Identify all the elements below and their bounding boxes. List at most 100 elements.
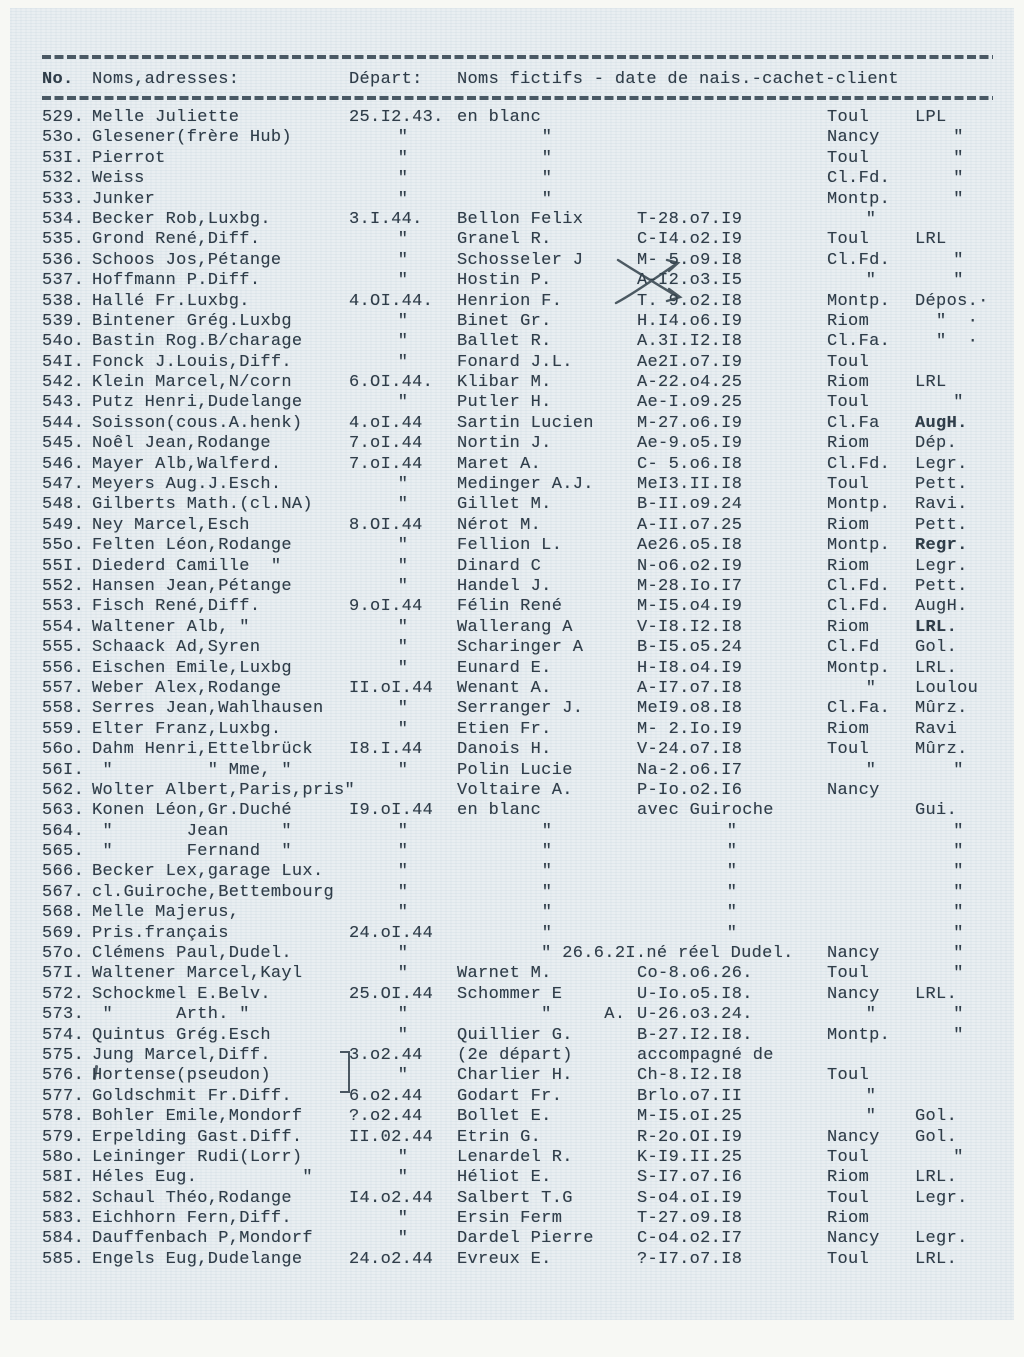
cell-depart: " <box>397 576 409 596</box>
cell-nom-adresse: Fonck J.Louis,Diff. <box>92 352 292 372</box>
cell-no: 552. <box>42 576 85 596</box>
cell-nom-fictif: Fonard J.L. <box>457 352 573 372</box>
cell-no: 538. <box>42 291 85 311</box>
cell-cachet: Cl.Fa <box>827 413 880 433</box>
cell-date-naissance: N-o6.o2.I9 <box>637 556 743 576</box>
table-header: No. Noms,adresses: Départ: Noms fictifs … <box>42 70 1002 90</box>
cell-cachet: " <box>865 678 877 698</box>
cell-depart: II.02.44 <box>349 1127 434 1147</box>
cell-no: 553. <box>42 597 85 617</box>
cell-depart: " <box>397 1005 409 1025</box>
cell-date-naissance: C-I4.o2.I9 <box>637 230 743 250</box>
cell-client: " <box>953 189 964 209</box>
cell-client: Gui. <box>915 801 958 821</box>
x-mark-annotation <box>614 258 683 305</box>
cell-no: 583. <box>42 1209 85 1229</box>
cell-nom-fictif: Nérot M. <box>457 515 542 535</box>
table-row: 575. Jung Marcel,Diff. 3.o2.44 (2e dépar… <box>42 1046 1002 1066</box>
cell-nom-adresse: Dahm Henri,Ettelbrück <box>92 740 313 760</box>
cell-no: 559. <box>42 719 85 739</box>
cell-depart: " <box>397 271 409 291</box>
cell-cachet: Nancy <box>827 128 880 148</box>
cell-nom-adresse: Becker Lex,garage Lux. <box>92 862 324 882</box>
cell-nom-fictif: Medinger A.J. <box>457 475 594 495</box>
cell-client <box>915 1066 1002 1086</box>
cell-nom-fictif: " <box>541 148 553 168</box>
cell-nom-fictif: Henrion F. <box>457 291 563 311</box>
cell-depart: 25.I2.43. <box>349 108 444 127</box>
cell-nom-fictif: Maret A. <box>457 454 542 474</box>
cell-nom-fictif: Bellon Felix <box>457 209 584 229</box>
cell-depart: " <box>397 1066 409 1086</box>
cell-depart: 3.o2.44 <box>349 1045 423 1065</box>
cell-nom-adresse: Weiss <box>92 169 145 189</box>
cell-date-naissance: H.I4.o6.I9 <box>637 311 743 331</box>
cell-nom-adresse: Wolter Albert,Paris,pris" <box>92 780 356 800</box>
cell-depart: 7.oI.44 <box>349 434 423 454</box>
cell-nom-fictif: Evreux E. <box>457 1249 552 1269</box>
cell-no: 543. <box>42 393 85 413</box>
cell-nom-adresse: Dauffenbach P,Mondorf <box>92 1229 313 1249</box>
table-row: 566. Becker Lex,garage Lux. " " " " <box>42 862 1002 882</box>
cell-cachet: Cl.Fd. <box>827 597 891 617</box>
cell-no: 574. <box>42 1025 85 1045</box>
cell-client: Legr. <box>915 1188 968 1208</box>
cell-no: 573. <box>42 1005 85 1025</box>
cell-date-naissance: C- 5.o6.I8 <box>637 454 743 474</box>
cell-nom-fictif: " <box>541 882 553 902</box>
cell-cachet: Cl.Fa. <box>827 699 891 719</box>
cell-nom-fictif: " A. <box>457 1005 626 1025</box>
cell-date-naissance: H-I8.o4.I9 <box>637 658 743 678</box>
cell-depart: " <box>397 332 409 352</box>
table-row: 543. Putz Henri,Dudelange " Putler H. Ae… <box>42 393 1002 413</box>
cell-nom-adresse: Junker <box>92 189 156 209</box>
cell-date-naissance: avec Guiroche <box>637 801 774 821</box>
cell-depart: " <box>397 862 409 882</box>
table-row: 536. Schoos Jos,Pétange " Schosseler J M… <box>42 251 1002 271</box>
table-row: 577. Goldschmit Fr.Diff. 6.o2.44 Godart … <box>42 1087 1002 1107</box>
cell-date-naissance: Brlo.o7.II <box>637 1086 743 1106</box>
cell-nom-adresse: Bohler Emile,Mondorf <box>92 1107 303 1127</box>
header-fictif-date-cachet-client: Noms fictifs - date de nais.-cachet-clie… <box>457 70 899 89</box>
cell-cachet: Riom <box>827 1209 870 1229</box>
cell-depart: " <box>397 617 409 637</box>
table-row: 579. Erpelding Gast.Diff. II.02.44 Etrin… <box>42 1128 1002 1148</box>
cell-cachet: Toul <box>827 1147 870 1167</box>
table-row: 532. Weiss " " Cl.Fd. " <box>42 169 1002 189</box>
cell-nom-fictif: Héliot E. <box>457 1168 552 1188</box>
table-row: 544. Soisson(cous.A.henk) 4.oI.44 Sartin… <box>42 414 1002 434</box>
cell-nom-adresse: cl.Guiroche,Bettembourg <box>92 882 334 902</box>
cell-nom-adresse: " Jean " <box>92 821 292 841</box>
cell-client: " <box>953 128 964 148</box>
cell-nom-adresse: Hansen Jean,Pétange <box>92 576 292 596</box>
cell-nom-fictif: Hostin P. <box>457 271 552 291</box>
cell-depart: ?.o2.44 <box>349 1107 423 1127</box>
cell-cachet: Montp. <box>827 291 891 311</box>
cell-no: 585. <box>42 1249 85 1269</box>
cell-cachet <box>827 1046 915 1066</box>
cell-client: Dépos.· <box>915 291 989 311</box>
cell-date-naissance: Ae-9.o5.I9 <box>637 434 743 454</box>
cell-depart: " <box>397 495 409 515</box>
cell-nom-adresse: Felten Léon,Rodange <box>92 536 292 556</box>
cell-nom-adresse: Putz Henri,Dudelange <box>92 393 303 413</box>
table-row: 529. Melle Juliette 25.I2.43. en blanc T… <box>42 108 1002 128</box>
cell-cachet: Riom <box>827 617 870 637</box>
cell-client: Legr. <box>915 454 968 474</box>
cell-date-naissance: V-24.o7.I8 <box>637 740 743 760</box>
table-row: 568. Melle Majerus, " " " " <box>42 903 1002 923</box>
cell-date-naissance: B-I5.o5.24 <box>637 638 743 658</box>
cell-date-naissance: MeI3.II.I8 <box>637 475 743 495</box>
cell-no: 578. <box>42 1107 85 1127</box>
cell-depart: 24.o2.44 <box>349 1249 434 1269</box>
cell-cachet: Toul <box>827 475 870 495</box>
cell-nom-adresse: Grond René,Diff. <box>92 230 261 250</box>
register-rows: 529. Melle Juliette 25.I2.43. en blanc T… <box>42 108 1002 1270</box>
cell-nom-adresse: Pierrot <box>92 148 166 168</box>
cell-no: 53o. <box>42 128 85 148</box>
cell-nom-fictif: Warnet M. <box>457 964 552 984</box>
cell-client: " · <box>915 311 979 331</box>
table-row: 545. Noêl Jean,Rodange 7.oI.44 Nortin J.… <box>42 434 1002 454</box>
cell-nom-adresse: Waltener Marcel,Kayl <box>92 964 303 984</box>
cell-client: " <box>953 1005 964 1025</box>
